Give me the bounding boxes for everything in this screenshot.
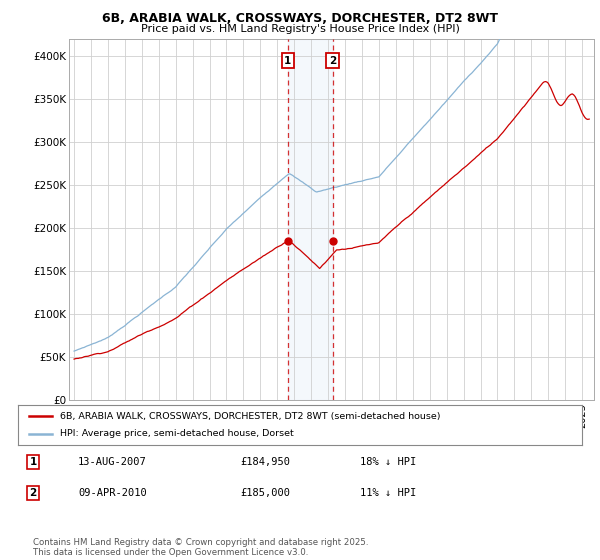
Text: 1: 1 xyxy=(29,457,37,467)
Text: 18% ↓ HPI: 18% ↓ HPI xyxy=(360,457,416,467)
Text: 09-APR-2010: 09-APR-2010 xyxy=(78,488,147,498)
Text: HPI: Average price, semi-detached house, Dorset: HPI: Average price, semi-detached house,… xyxy=(60,430,294,438)
Text: 6B, ARABIA WALK, CROSSWAYS, DORCHESTER, DT2 8WT (semi-detached house): 6B, ARABIA WALK, CROSSWAYS, DORCHESTER, … xyxy=(60,412,441,421)
Text: 2: 2 xyxy=(329,55,337,66)
Text: Contains HM Land Registry data © Crown copyright and database right 2025.
This d: Contains HM Land Registry data © Crown c… xyxy=(33,538,368,557)
Text: Price paid vs. HM Land Registry's House Price Index (HPI): Price paid vs. HM Land Registry's House … xyxy=(140,24,460,34)
Text: 1: 1 xyxy=(284,55,292,66)
Bar xyxy=(288,39,332,400)
Text: £185,000: £185,000 xyxy=(240,488,290,498)
Text: 6B, ARABIA WALK, CROSSWAYS, DORCHESTER, DT2 8WT: 6B, ARABIA WALK, CROSSWAYS, DORCHESTER, … xyxy=(102,12,498,25)
Text: 2: 2 xyxy=(29,488,37,498)
Text: 13-AUG-2007: 13-AUG-2007 xyxy=(78,457,147,467)
Text: 11% ↓ HPI: 11% ↓ HPI xyxy=(360,488,416,498)
Text: £184,950: £184,950 xyxy=(240,457,290,467)
